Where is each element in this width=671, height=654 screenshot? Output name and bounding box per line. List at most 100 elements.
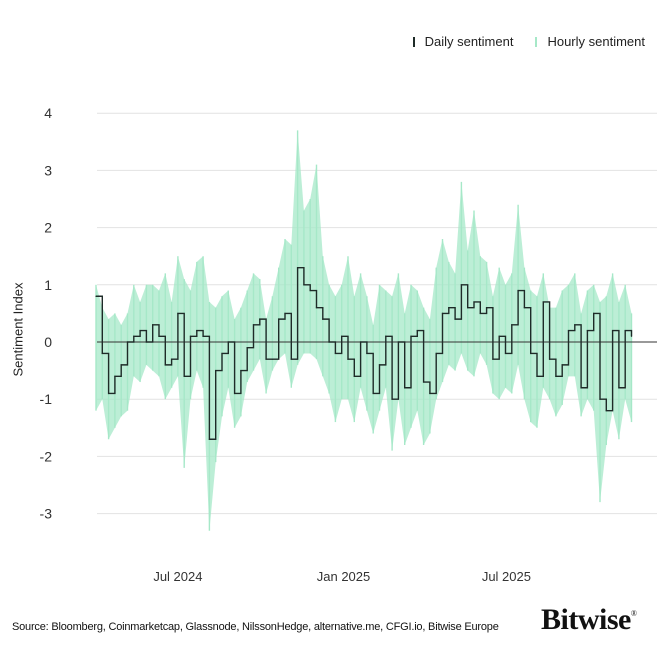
daily-sentiment-point [593, 312, 595, 314]
daily-sentiment-point [599, 398, 601, 400]
daily-sentiment-point [423, 381, 425, 383]
hourly-sentiment-band [96, 130, 632, 531]
daily-sentiment-point [523, 307, 526, 309]
daily-sentiment-point [126, 341, 129, 343]
daily-sentiment-point [284, 312, 286, 314]
hourly-swatch-icon [535, 36, 538, 47]
daily-sentiment-point [378, 364, 381, 366]
source-note: Source: Bloomberg, Coinmarketcap, Glassn… [12, 621, 499, 633]
daily-sentiment-point [460, 284, 462, 286]
daily-sentiment-point [189, 335, 192, 337]
daily-sentiment-point [303, 284, 305, 286]
y-tick-label: 2 [44, 220, 52, 236]
daily-sentiment-point [315, 307, 318, 309]
daily-sentiment-point [486, 307, 488, 309]
daily-sentiment-point [145, 341, 147, 343]
x-tick-label: Jul 2024 [153, 569, 202, 584]
daily-sentiment-point [297, 267, 299, 269]
daily-sentiment-point [397, 341, 399, 343]
daily-sentiment-point [347, 358, 349, 360]
daily-sentiment-point [252, 324, 255, 326]
y-tick-label: -1 [40, 391, 53, 407]
daily-sentiment-point [441, 312, 444, 314]
daily-sentiment-point [391, 398, 393, 400]
x-tick-label: Jan 2025 [317, 569, 371, 584]
daily-sentiment-point [410, 335, 412, 337]
x-tick-label: Jul 2025 [482, 569, 531, 584]
daily-sentiment-point [202, 335, 204, 337]
daily-sentiment-point [120, 364, 122, 366]
daily-sentiment-point [341, 335, 343, 337]
daily-sentiment-point [353, 375, 355, 377]
daily-sentiment-point [278, 318, 280, 320]
daily-sentiment-point [448, 307, 450, 309]
daily-sentiment-point [467, 307, 469, 309]
y-axis-label: Sentiment Index [10, 282, 26, 377]
daily-sentiment-point [334, 352, 336, 355]
daily-sentiment-point [164, 364, 166, 366]
daily-sentiment-point [435, 352, 437, 355]
y-tick-label: 4 [44, 105, 52, 121]
daily-sentiment-point [152, 324, 154, 326]
daily-sentiment-point [504, 352, 507, 355]
daily-sentiment-point [227, 341, 229, 343]
legend-daily: Daily sentiment [412, 34, 514, 49]
legend: Daily sentiment Hourly sentiment [412, 34, 645, 49]
daily-sentiment-point [536, 375, 538, 377]
daily-sentiment-point [196, 329, 198, 332]
daily-sentiment-point [549, 358, 551, 360]
daily-sentiment-line [96, 266, 633, 440]
daily-sentiment-point [612, 329, 614, 332]
daily-sentiment-point [114, 375, 116, 377]
daily-sentiment-point [473, 301, 475, 303]
daily-sentiment-point [139, 329, 141, 332]
daily-sentiment-point [246, 347, 248, 349]
daily-sentiment-point [624, 329, 626, 332]
daily-sentiment-point [517, 289, 519, 292]
legend-hourly: Hourly sentiment [535, 34, 645, 49]
daily-sentiment-point [429, 392, 431, 395]
daily-sentiment-point [309, 289, 311, 292]
daily-sentiment-point [561, 364, 563, 366]
daily-swatch-icon [412, 36, 415, 47]
daily-sentiment-point [630, 335, 633, 337]
daily-sentiment-point [234, 392, 236, 395]
daily-sentiment-point [271, 358, 273, 360]
daily-sentiment-point [265, 358, 267, 360]
y-tick-label: 0 [44, 334, 52, 350]
logo-text: Bitwise [541, 603, 631, 636]
daily-sentiment-point [479, 312, 481, 314]
daily-sentiment-point [240, 370, 242, 372]
daily-sentiment-point [498, 335, 500, 337]
daily-sentiment-point [158, 335, 160, 337]
daily-sentiment-point [328, 341, 330, 343]
daily-sentiment-point [404, 387, 406, 389]
daily-sentiment-point [360, 341, 362, 343]
daily-sentiment-point [259, 318, 261, 320]
daily-sentiment-point [567, 329, 570, 332]
daily-sentiment-point [492, 358, 494, 360]
daily-sentiment-point [95, 295, 97, 297]
daily-sentiment-point [101, 352, 103, 355]
daily-sentiment-point [385, 335, 387, 337]
daily-sentiment-point [133, 335, 135, 337]
legend-hourly-label: Hourly sentiment [547, 34, 645, 49]
daily-sentiment-point [530, 352, 532, 355]
daily-sentiment-point [372, 392, 374, 395]
legend-daily-label: Daily sentiment [424, 34, 514, 49]
daily-sentiment-point [586, 329, 589, 332]
y-tick-label: 3 [44, 162, 52, 178]
daily-sentiment-point [290, 358, 292, 360]
daily-sentiment-point [322, 318, 324, 320]
y-tick-label: -3 [40, 506, 53, 522]
daily-sentiment-point [574, 324, 576, 326]
daily-sentiment-point [221, 352, 223, 355]
bitwise-logo: Bitwise® [541, 603, 637, 636]
daily-sentiment-point [605, 410, 607, 412]
daily-sentiment-point [208, 438, 210, 440]
y-tick-label: -2 [40, 448, 53, 464]
daily-sentiment-point [555, 375, 557, 377]
daily-sentiment-point [618, 387, 620, 389]
daily-sentiment-point [580, 387, 582, 389]
